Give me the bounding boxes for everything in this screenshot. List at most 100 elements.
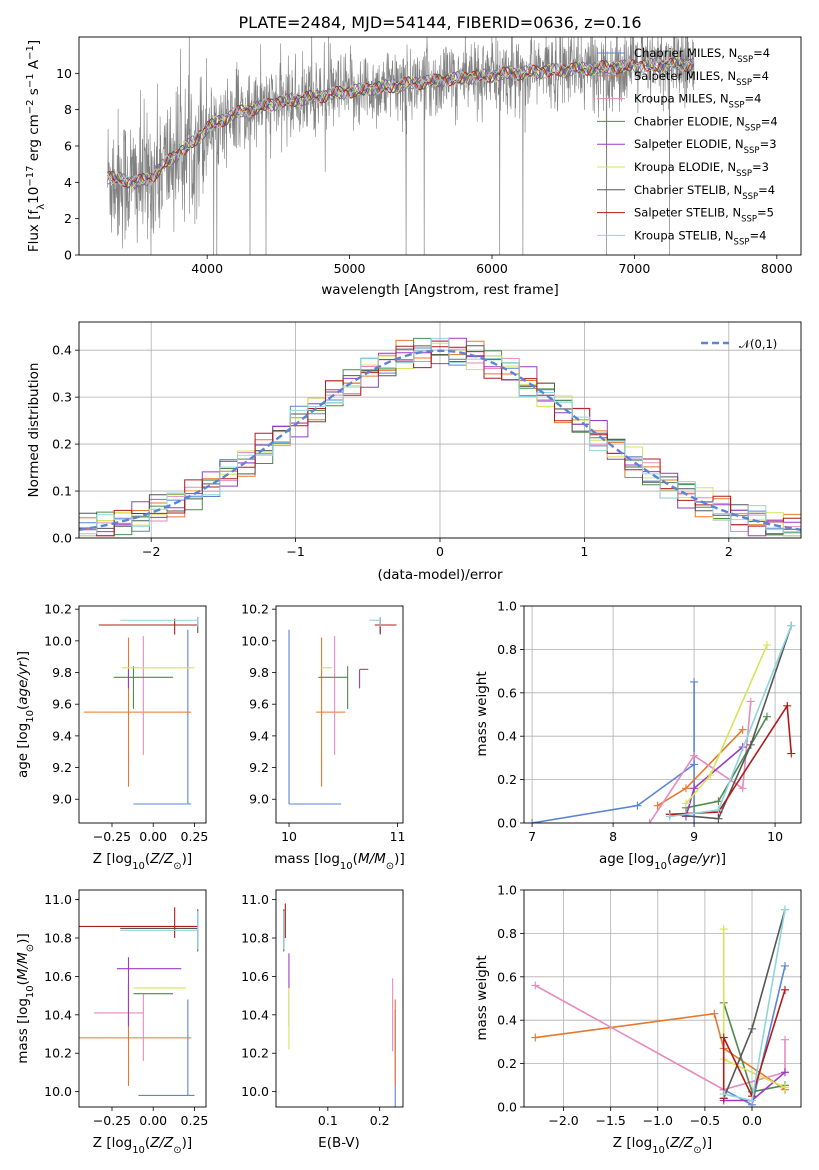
- axes-frame: [523, 889, 802, 1108]
- legend-subscript: SSP: [742, 192, 758, 202]
- label-part: Z/Z: [669, 1135, 694, 1151]
- series-marker: [690, 819, 699, 823]
- series-marker: [738, 725, 747, 734]
- y-tick-label: 2: [64, 211, 72, 226]
- series-KroupaMILES: [531, 981, 789, 1094]
- y-tick-label: 10.0: [241, 1084, 269, 1099]
- label-part: erg cm: [26, 114, 42, 165]
- label-part: ⊙: [386, 861, 394, 872]
- label-part: )]: [182, 851, 193, 867]
- y-tick-label: 9.2: [249, 760, 269, 775]
- errorbar-ChabrierELODIE: [318, 666, 349, 709]
- x-tick-label: 7000: [618, 261, 650, 276]
- y-tick-label: 8: [64, 102, 72, 117]
- legend-label-KroupaELODIE: Kroupa ELODIE, NSSP=3: [634, 160, 769, 179]
- plot-area-age-vs-mass: [288, 617, 397, 805]
- legend-subscript: SSP: [741, 215, 757, 225]
- plot-area-spectrum: [107, 37, 695, 255]
- legend-suffix: =3: [760, 137, 777, 151]
- series-line: [722, 989, 786, 1099]
- y-axis-label: mass [log10(M/M⊙)]: [15, 933, 36, 1063]
- label-part: 10: [132, 1145, 145, 1156]
- y-tick-label: 10.2: [241, 602, 269, 617]
- panel-residual-hist: −2 −1 0 1 2 0.0 0.1 0.2 0.3 0.4 (data-model)/error…: [26, 321, 802, 583]
- y-tick-label: 0.3: [52, 390, 72, 405]
- series-marker: [780, 905, 789, 914]
- axes-frame: [275, 605, 404, 824]
- x-tick-label: 8000: [761, 261, 793, 276]
- legend-label-KroupaSTELIB: Kroupa STELIB, NSSP=4: [634, 228, 766, 247]
- x-tick-label: 0: [436, 544, 444, 559]
- x-tick-label: 11: [390, 829, 406, 844]
- model-spectrum-KroupaSTELIB: [107, 58, 694, 186]
- legend-suffix: =4: [752, 69, 769, 83]
- x-tick-label: 8: [609, 829, 617, 844]
- y-tick-label: 9.6: [52, 697, 72, 712]
- series-SalpeterSTELIB: [719, 985, 789, 1103]
- legend-label-ChabrierMILES: Chabrier MILES, NSSP=4: [634, 46, 770, 65]
- errorbar-SalpeterSTELIB: [98, 618, 198, 635]
- axes-frame: [78, 321, 802, 539]
- x-axis-label: wavelength [Angstrom, rest frame]: [321, 282, 559, 298]
- label-part: (: [145, 1135, 150, 1151]
- y-tick-label: 10.2: [241, 1046, 269, 1061]
- legend-suffix: =3: [752, 160, 769, 174]
- series-marker: [780, 1083, 789, 1092]
- x-tick-label: 0.25: [181, 829, 209, 844]
- y-axis-label: mass weight: [474, 671, 490, 756]
- y-tick-label: 0.2: [497, 772, 517, 787]
- series-marker: [719, 1089, 728, 1098]
- series-SalpeterSTELIB: [665, 701, 796, 819]
- series-marker: [748, 1024, 757, 1033]
- label-part: ⊙: [25, 944, 36, 952]
- legend-text: Chabrier STELIB, N: [634, 183, 742, 197]
- series-marker: [531, 1033, 540, 1042]
- x-axis-label: (data-model)/error: [377, 567, 503, 583]
- label-part: A: [26, 59, 42, 73]
- label-part: (: [145, 851, 150, 867]
- y-tick-label: 9.2: [52, 760, 72, 775]
- histogram-KroupaSTELIB: [79, 337, 801, 538]
- series-line: [669, 703, 793, 816]
- legend-label-SalpeterELODIE: Salpeter ELODIE, NSSP=3: [634, 137, 777, 156]
- y-tick-label: 6: [64, 139, 72, 154]
- label-part: Z [log: [93, 1135, 132, 1151]
- series-marker: [719, 925, 728, 934]
- y-tick-label: 4: [64, 175, 72, 190]
- y-tick-label: 10.0: [44, 1084, 72, 1099]
- x-tick-label: 0.1: [318, 1113, 338, 1128]
- errorbar-SalpeterMILES: [79, 984, 192, 1086]
- errorbar-SalpeterMILES: [83, 637, 192, 787]
- observed-spectrum: [107, 37, 695, 255]
- series-marker: [714, 805, 723, 814]
- x-tick-label: 0.0: [742, 1113, 762, 1128]
- legend-subscript: SSP: [734, 237, 750, 247]
- y-tick-label: 0.0: [52, 531, 72, 546]
- x-tick-label: −2.0: [548, 1113, 578, 1128]
- series-KroupaMILES: [645, 697, 755, 823]
- series-marker: [633, 801, 642, 810]
- series-line: [648, 701, 752, 823]
- label-part: )]: [702, 1135, 713, 1151]
- label-part: age/yr: [672, 851, 717, 867]
- y-tick-label: 9.4: [249, 728, 269, 743]
- errorbar-ChabrierELODIE: [113, 666, 174, 709]
- legend-suffix: =4: [744, 92, 761, 106]
- label-part: ⊙: [173, 1145, 181, 1156]
- legend-suffix: =4: [753, 46, 770, 60]
- series-marker: [780, 985, 789, 994]
- label-part: ⊙: [173, 861, 181, 872]
- series-marker: [710, 1009, 719, 1018]
- x-tick-label: 9: [690, 829, 698, 844]
- y-tick-label: 0.2: [52, 437, 72, 452]
- errorbar-KroupaSTELIB: [120, 617, 199, 627]
- legend-label-SalpeterSTELIB: Salpeter STELIB, NSSP=5: [634, 206, 774, 225]
- label-part: Z/Z: [149, 851, 174, 867]
- series-marker: [681, 799, 690, 808]
- y-tick-label: 0: [64, 248, 72, 263]
- label-part: (: [15, 980, 31, 985]
- y-axis-label: age [log10(age/yr)]: [15, 651, 36, 778]
